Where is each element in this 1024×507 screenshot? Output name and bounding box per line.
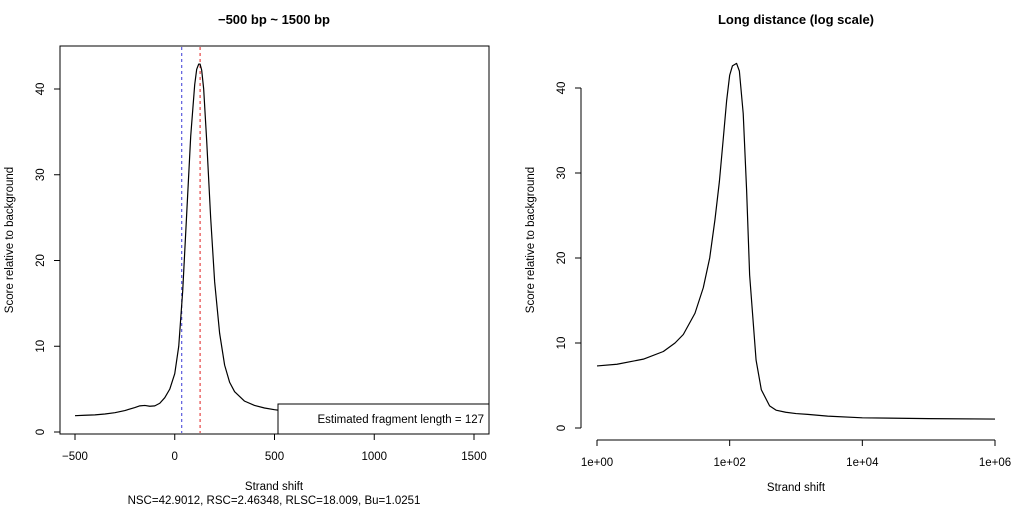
x-tick-label: 1e+06 <box>979 457 1011 469</box>
series-line <box>596 62 996 420</box>
y-tick-label: 30 <box>35 168 47 181</box>
x-axis-label: Strand shift <box>767 482 826 494</box>
series-group <box>596 62 996 420</box>
legend-frame <box>277 403 490 435</box>
x-axis: 1e+00 1e+02 1e+04 1e+06 <box>581 439 1011 469</box>
x-tick-label: 1e+00 <box>581 457 613 469</box>
chart-title: Long distance (log scale) <box>718 12 874 27</box>
y-axis: 0 10 20 30 40 <box>556 82 582 431</box>
quality-metrics: NSC=42.9012, RSC=2.46348, RLSC=18.009, B… <box>128 495 421 507</box>
series-line <box>74 63 475 419</box>
y-tick-label: 30 <box>556 167 568 180</box>
plot-frame <box>59 45 490 435</box>
y-tick-label: 0 <box>35 429 47 435</box>
x-axis-label: Strand shift <box>245 481 304 493</box>
reference-lines <box>181 47 201 433</box>
y-axis-label: Score relative to background <box>525 167 537 313</box>
y-axis: 0 10 20 30 40 <box>35 83 60 435</box>
x-tick-label: 1e+02 <box>714 457 746 469</box>
chart-title: −500 bp ~ 1500 bp <box>218 12 330 27</box>
x-tick-label: 0 <box>172 451 178 463</box>
y-tick-label: 10 <box>556 337 568 350</box>
y-tick-label: 40 <box>556 82 568 95</box>
x-tick-label: 1000 <box>361 451 387 463</box>
y-tick-label: 10 <box>35 340 47 353</box>
legend-text: Estimated fragment length = 127 <box>317 414 484 426</box>
y-tick-label: 20 <box>556 252 568 265</box>
y-tick-label: 20 <box>35 254 47 267</box>
y-tick-label: 0 <box>556 425 568 431</box>
chart-panel-short-range: −500 bp ~ 1500 bp 0 10 20 30 40 −500 0 500 1000… <box>4 12 490 507</box>
x-tick-label: 1e+04 <box>846 457 879 469</box>
x-tick-label: 500 <box>265 451 284 463</box>
legend-box: Estimated fragment length = 127 <box>277 403 490 435</box>
x-tick-label: −500 <box>62 451 88 463</box>
y-axis-label: Score relative to background <box>4 167 16 313</box>
x-tick-label: 1500 <box>461 451 487 463</box>
series-group <box>74 63 475 419</box>
x-axis: −500 0 500 1000 1500 <box>62 434 487 463</box>
y-tick-label: 40 <box>35 83 47 96</box>
chart-panel-long-distance: Long distance (log scale) 0 10 20 30 40 1e+0… <box>525 12 1011 494</box>
